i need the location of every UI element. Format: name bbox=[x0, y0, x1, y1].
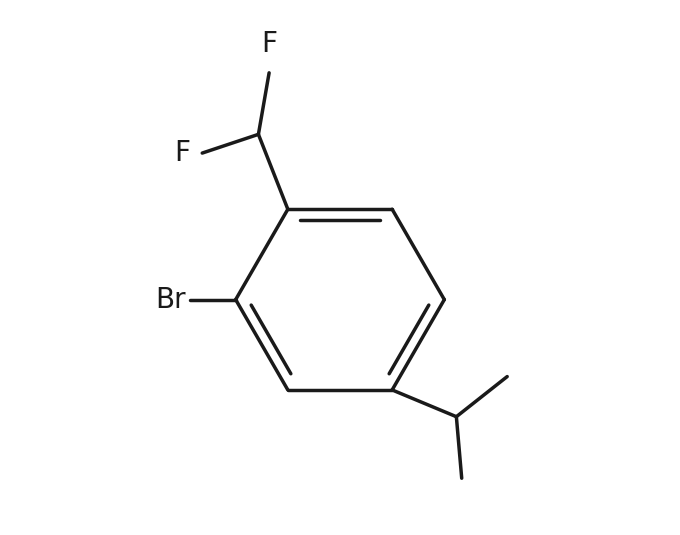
Text: F: F bbox=[261, 30, 277, 58]
Text: Br: Br bbox=[155, 286, 186, 314]
Text: F: F bbox=[175, 139, 190, 167]
